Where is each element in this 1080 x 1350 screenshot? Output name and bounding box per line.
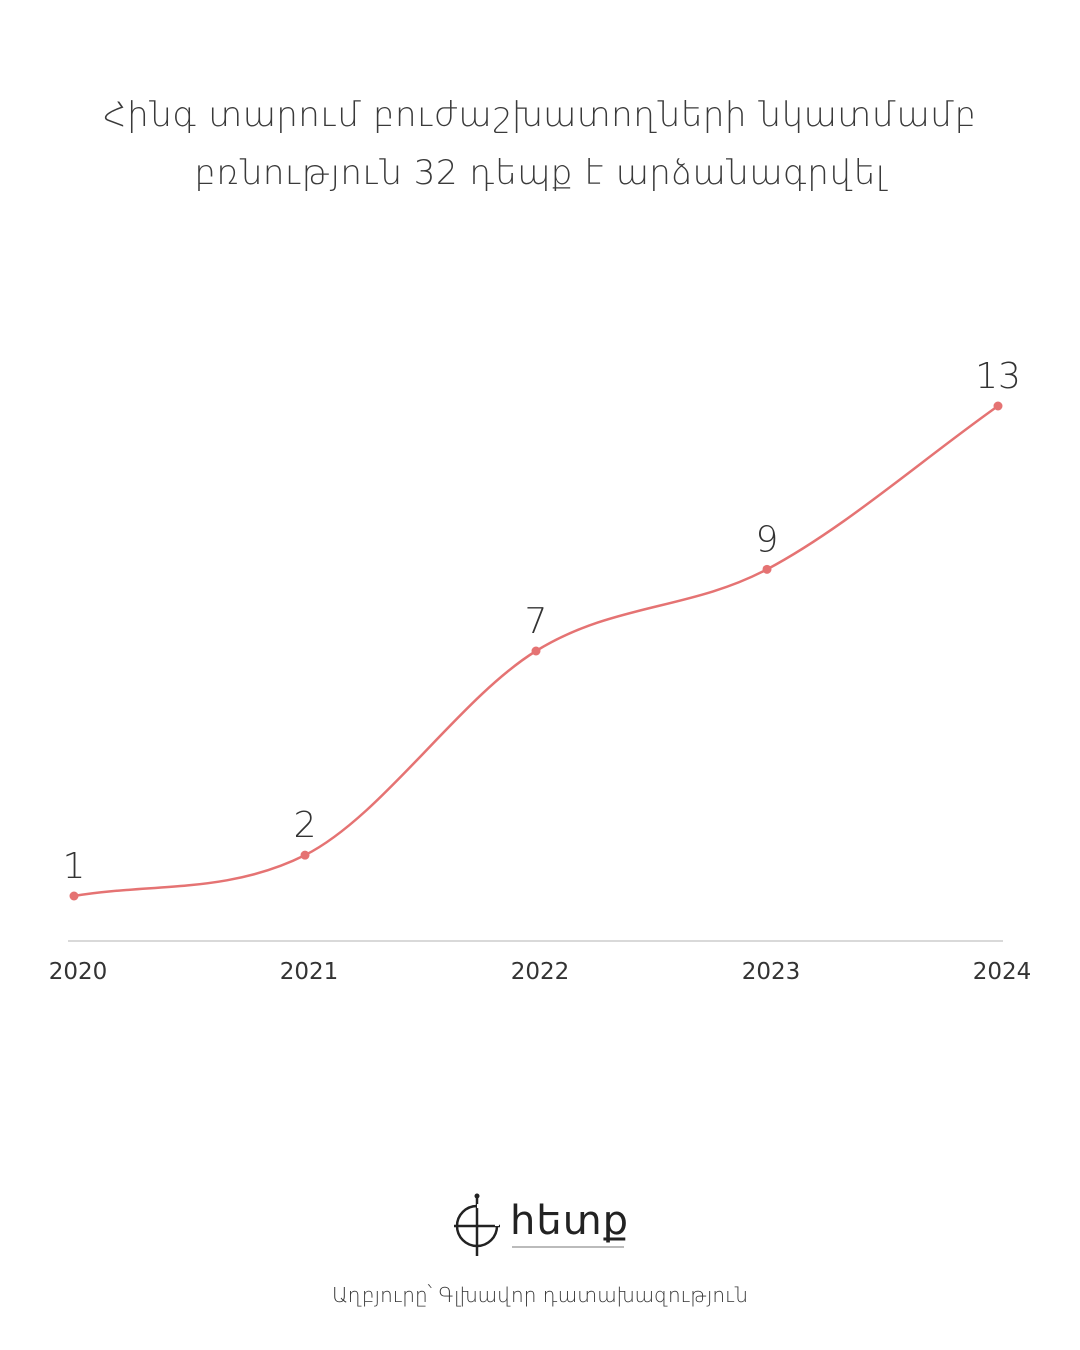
data-label-2024: 13 [975,356,1021,397]
data-label-2020: 1 [63,846,86,887]
x-tick-label-2023: 2023 [742,959,801,985]
data-point-2024 [993,401,1003,411]
compass-crosshair-icon [454,1193,500,1256]
logo-wordmark: hետք [510,1198,630,1244]
x-tick-label-2024: 2024 [973,959,1032,985]
x-tick-label-2020: 2020 [49,959,108,985]
data-point-2021 [300,850,310,860]
title-line-1: Հինգ տարում բուժաշխատողների նկատմամբ [103,95,977,135]
data-label-2023: 9 [756,519,779,560]
x-tick-label-2021: 2021 [280,959,339,985]
data-points [69,401,1003,901]
hetq-logo: hետք [452,1190,632,1260]
x-tick-label-2022: 2022 [511,959,570,985]
title-line-2: բռնություն 32 դեպք է արձանագրվել [194,153,886,193]
logo-underline [512,1246,624,1248]
chart-title: Հինգ տարում բուժաշխատողների նկատմամբ բռն… [60,86,1020,202]
source-note: Աղբյուրը՝ Գլխավոր դատախազություն [331,1283,749,1307]
data-point-2023 [762,564,772,574]
x-tick-labels: 2020 2021 2022 2023 2024 [49,959,1032,985]
data-point-2020 [69,891,79,901]
data-point-2022 [531,646,541,656]
data-label-2022: 7 [525,601,548,642]
data-labels: 1 2 7 9 13 [63,356,1021,887]
data-label-2021: 2 [294,805,317,846]
